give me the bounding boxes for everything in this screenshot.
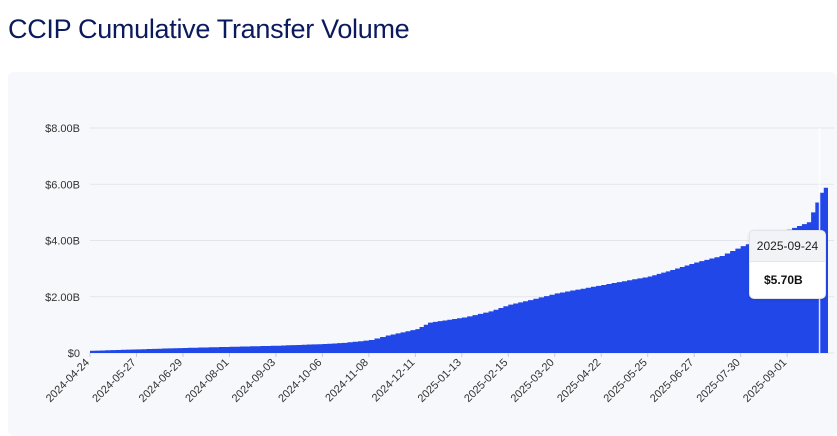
- x-tick-label: 2024-12-11: [370, 357, 418, 405]
- x-tick-label: 2025-02-15: [462, 357, 510, 405]
- y-axis-ticks: $0 $2.00B $4.00B $6.00B $8.00B: [45, 123, 80, 360]
- tooltip-value: $5.70B: [764, 273, 803, 287]
- x-tick-label: 2025-09-01: [741, 357, 789, 405]
- x-tick-label: 2025-07-30: [695, 357, 743, 405]
- x-tick-label: 2024-08-01: [183, 357, 231, 405]
- y-tick-label: $8.00B: [45, 123, 80, 135]
- y-tick-label: $2.00B: [45, 292, 80, 304]
- x-tick-label: 2025-06-27: [648, 357, 696, 405]
- tooltip-date: 2025-09-24: [750, 231, 825, 262]
- y-tick-label: $6.00B: [45, 179, 80, 191]
- x-tick-label: 2025-04-22: [555, 357, 603, 405]
- page-title: CCIP Cumulative Transfer Volume: [8, 14, 410, 44]
- x-tick-label: 2025-05-25: [602, 357, 650, 405]
- x-tick-label: 2025-03-20: [509, 357, 557, 405]
- area-chart[interactable]: $0$2.00B$4.00B$6.00B$8.00B 2024-04-24202…: [8, 72, 837, 436]
- x-axis-ticks: 2024-04-242024-05-272024-06-292024-08-01…: [44, 353, 789, 405]
- area-fill: [90, 182, 828, 353]
- x-tick-label: 2024-05-27: [90, 357, 138, 405]
- chart-panel: $0 $2.00B $4.00B $6.00B $8.00B 2024-04-24 202…: [8, 72, 837, 436]
- x-tick-label: 2024-09-03: [230, 357, 278, 405]
- x-tick-label: 2025-01-13: [416, 357, 464, 405]
- x-tick-label: 2024-10-06: [276, 357, 324, 405]
- y-tick-label: $0: [68, 348, 80, 360]
- x-tick-label: 2024-04-24: [44, 357, 92, 405]
- chart-tooltip: 2025-09-24 $5.70B: [749, 230, 826, 299]
- x-tick-label: 2024-11-08: [323, 357, 371, 405]
- y-tick-label: $4.00B: [45, 236, 80, 248]
- x-tick-label: 2024-06-29: [137, 357, 185, 405]
